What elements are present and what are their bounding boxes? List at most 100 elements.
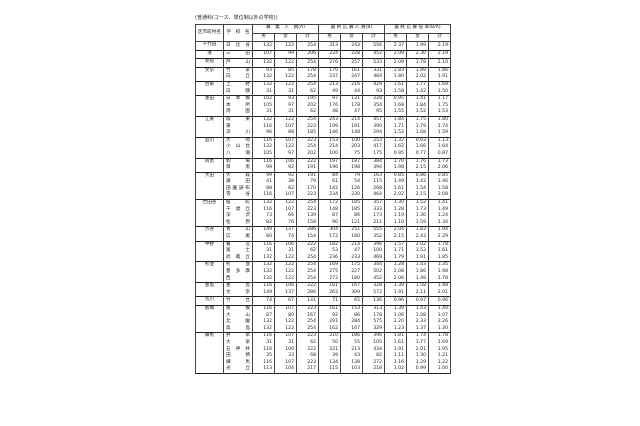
ratio-male: 1.61 [384, 339, 407, 347]
applicants-male: 172 [318, 234, 341, 242]
ratio-male: 2.06 [384, 275, 407, 283]
applicants-female: 167 [340, 282, 363, 290]
recruit-female: 67 [274, 296, 297, 306]
applicants-male: 162 [318, 325, 341, 333]
applicants-total: 211 [362, 219, 385, 227]
ratio-female: 1.58 [406, 282, 429, 290]
school-name: 雪谷 [223, 192, 253, 200]
applicants-female: 216 [340, 80, 363, 89]
applicants-total: 82 [362, 353, 385, 360]
school-name: 西 [223, 275, 253, 283]
applicants-male: 276 [318, 58, 341, 68]
ratio-male: 1.52 [384, 130, 407, 138]
applicants-female: 167 [340, 325, 363, 333]
applicants-male: 236 [318, 254, 341, 262]
table-row: 八潮 105 97 202 100 75 175 0.95 0.77 0.87 [196, 150, 451, 158]
ratio-total: 1.94 [428, 226, 451, 235]
applicants-female: 309 [340, 289, 363, 297]
recruit-total: 191 [296, 165, 319, 173]
applicants-total: 218 [362, 366, 385, 374]
recruit-male: 132 [252, 269, 275, 276]
applicants-female: 180 [340, 275, 363, 283]
recruit-female: 31 [274, 248, 297, 255]
ratio-female: 2.43 [406, 234, 429, 242]
applicants-total: 484 [362, 74, 385, 82]
table-row: 田柄 35 33 68 39 43 82 1.11 1.30 1.21 [196, 353, 451, 360]
district-name: 港 [195, 49, 224, 59]
district-name: 世田谷 [195, 199, 224, 227]
applicants-total: 502 [362, 269, 385, 276]
ratio-female: 1.37 [406, 325, 429, 333]
table-row: 千代田 日比谷 132 122 254 313 243 556 2.37 1.99 2.19 [195, 41, 451, 51]
table-row: 文京 149 137 286 263 309 572 1.91 2.11 2.01 [196, 289, 451, 297]
ratio-male: 1.79 [384, 254, 407, 262]
recruit-male: 31 [252, 248, 275, 255]
recruit-total: 254 [296, 269, 319, 276]
ratio-female: 1.30 [406, 353, 429, 360]
table-row: 西 132 122 254 272 180 452 2.06 1.48 1.78 [196, 275, 451, 283]
recruit-total: 254 [296, 58, 319, 68]
applicants-total: 100 [362, 248, 385, 255]
school-name: 向丘 [223, 74, 253, 82]
recruit-male: 132 [252, 254, 275, 262]
ratio-total: 1.64 [428, 144, 451, 151]
school-name: 深沢 [223, 213, 253, 220]
ratio-male: 0.96 [384, 296, 407, 306]
ratio-total: 1.35 [428, 261, 451, 269]
ratio-total: 2.06 [428, 165, 451, 173]
applicants-total: 344 [362, 261, 385, 269]
ratio-total: 1.95 [428, 346, 451, 354]
applicants-male: 234 [318, 192, 341, 200]
school-name: 城東 [223, 115, 253, 124]
ratio-female: 1.43 [406, 261, 429, 269]
recruit-male: 107 [252, 49, 275, 59]
ratio-total: 1.24 [428, 213, 451, 220]
recruit-female: 104 [274, 366, 297, 374]
applicants-female: 227 [340, 269, 363, 276]
table-row: 石神井 116 106 222 221 213 434 1.91 2.01 1.95 [196, 346, 451, 354]
applicants-male: 224 [318, 49, 341, 59]
recruit-female: 31 [274, 339, 297, 347]
recruit-male: 82 [252, 219, 275, 227]
applicants-female: 175 [340, 261, 363, 269]
recruit-total: 254 [296, 199, 319, 207]
district-name: 板橋 [195, 304, 224, 333]
table-row: 雪谷 116 107 223 234 230 464 2.02 2.15 2.08 [196, 192, 451, 200]
applicants-female: 243 [340, 41, 363, 51]
recruit-total: 62 [296, 88, 319, 96]
recruit-total: 254 [296, 74, 319, 82]
ratio-male: 1.71 [384, 248, 407, 255]
applicants-female: 214 [340, 115, 363, 124]
applicants-female: 180 [340, 234, 363, 242]
recruit-male: 132 [252, 144, 275, 151]
table-row: 田園調布 88 82 170 142 126 268 1.61 1.54 1.58 [196, 185, 451, 193]
ratio-female: 1.78 [406, 58, 429, 68]
applicants-male: 49 [318, 88, 341, 96]
applicants-male: 196 [318, 165, 341, 173]
ratio-male: 1.30 [384, 199, 407, 207]
recruit-male: 102 [252, 95, 275, 103]
table-row: 小山台 132 122 254 214 203 417 1.62 1.66 1.64 [196, 144, 451, 151]
ratio-male: 2.02 [384, 192, 407, 200]
school-name: 両国 [223, 109, 253, 117]
ratio-total: 1.17 [428, 95, 451, 103]
ratio-female: 1.48 [406, 275, 429, 283]
ratio-female: 1.30 [406, 213, 429, 220]
recruit-female: 122 [274, 325, 297, 333]
recruit-female: 122 [274, 41, 297, 51]
applicants-total: 452 [362, 49, 385, 59]
table-row: 深川 96 88 185 146 148 294 1.52 1.68 1.59 [196, 130, 451, 138]
school-name: 杉並 [223, 261, 253, 269]
applicants-female: 257 [340, 58, 363, 68]
ratio-total: 2.19 [428, 41, 451, 51]
ratio-total: 1.50 [428, 88, 451, 96]
applicants-total: 115 [362, 179, 385, 186]
table-row: 文京 竹早 93 85 178 170 161 331 1.83 1.89 1.86 [195, 66, 451, 82]
ratio-male: 1.84 [384, 115, 407, 124]
applicants-total: 313 [362, 304, 385, 313]
recruit-total: 254 [296, 80, 319, 89]
ratio-female: 2.30 [406, 49, 429, 59]
ratio-male: 0.95 [384, 95, 407, 103]
recruit-male: 31 [252, 88, 275, 96]
ratio-total: 1.98 [428, 269, 451, 276]
